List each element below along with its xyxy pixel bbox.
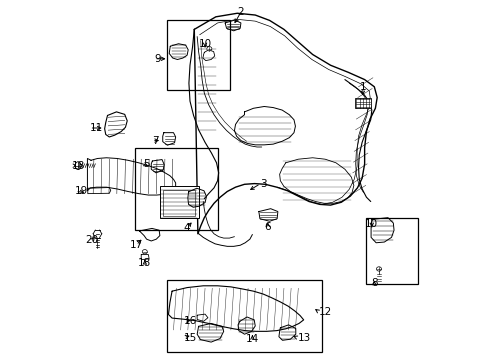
Text: 7: 7 <box>152 136 158 145</box>
Text: 12: 12 <box>319 307 332 317</box>
Text: 19: 19 <box>75 186 88 197</box>
Text: 17: 17 <box>129 240 142 250</box>
Bar <box>163 190 195 216</box>
Bar <box>135 148 217 230</box>
Text: 1: 1 <box>359 82 366 93</box>
Bar <box>160 186 198 218</box>
Ellipse shape <box>376 267 381 271</box>
Text: 6: 6 <box>264 222 270 232</box>
Bar <box>366 218 418 284</box>
Text: 9: 9 <box>154 54 161 64</box>
Ellipse shape <box>75 162 81 170</box>
Ellipse shape <box>142 249 147 254</box>
Text: 13: 13 <box>297 333 310 343</box>
Bar <box>354 98 370 108</box>
Text: 5: 5 <box>143 159 150 169</box>
Text: 14: 14 <box>245 334 259 344</box>
Text: 8: 8 <box>370 278 377 288</box>
Text: 3: 3 <box>260 179 267 189</box>
Text: 10: 10 <box>198 39 211 49</box>
Text: 18: 18 <box>72 161 85 171</box>
Text: 15: 15 <box>183 333 196 343</box>
Ellipse shape <box>206 46 211 51</box>
Text: 11: 11 <box>89 123 102 133</box>
Text: 2: 2 <box>237 7 244 17</box>
Text: 4: 4 <box>183 223 190 233</box>
Text: 18: 18 <box>138 258 151 268</box>
Text: 20: 20 <box>85 235 99 245</box>
Bar <box>167 21 230 90</box>
Text: 16: 16 <box>184 316 197 325</box>
Bar <box>167 280 321 352</box>
Text: 10: 10 <box>365 219 378 229</box>
